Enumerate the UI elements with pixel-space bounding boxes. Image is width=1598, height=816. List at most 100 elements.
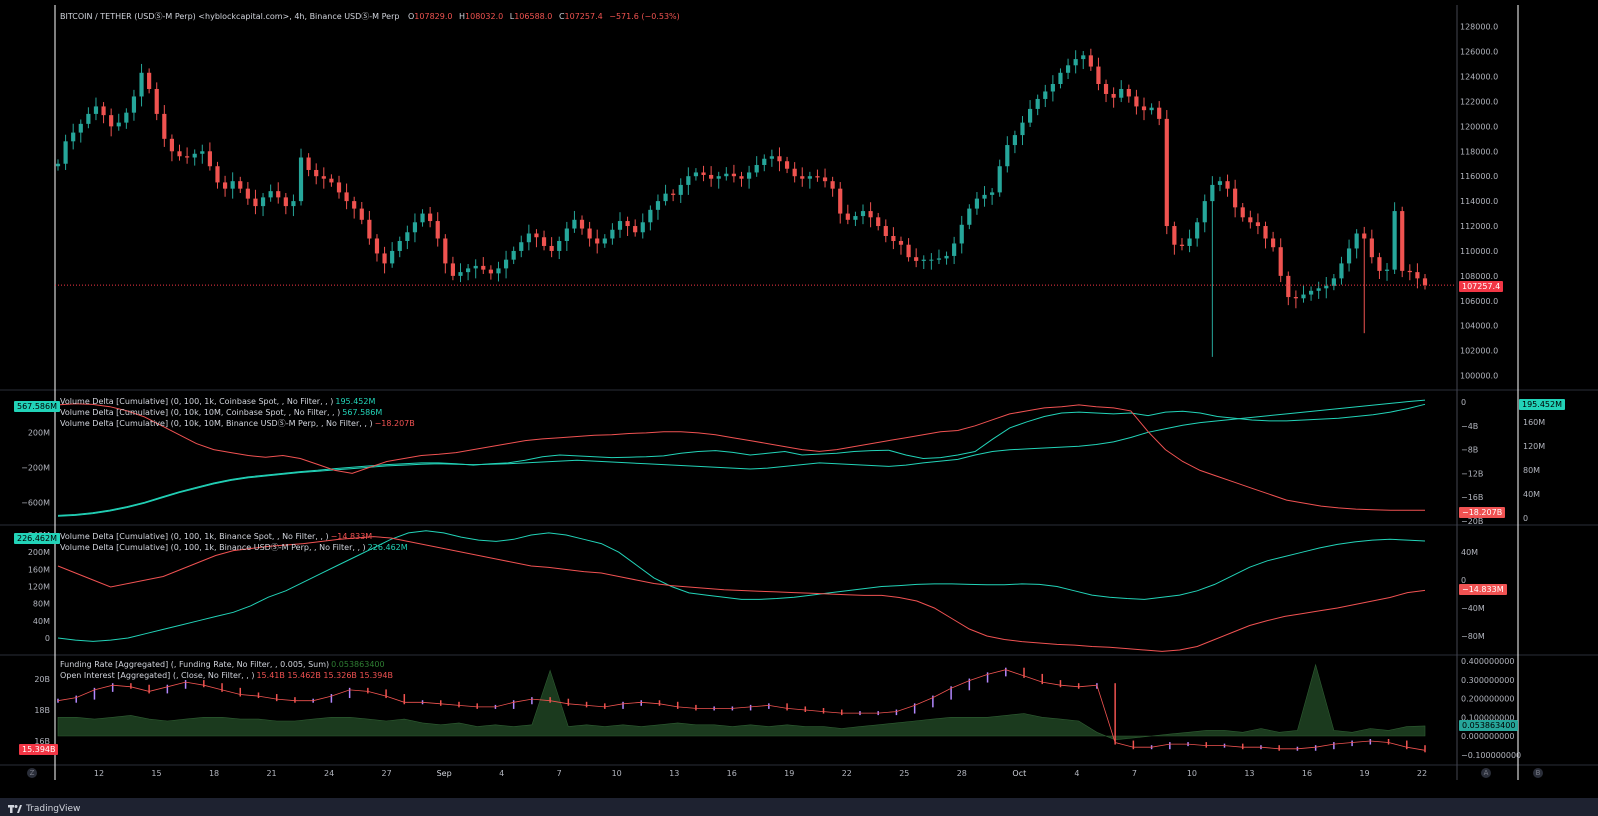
legend-text: Volume Delta [Cumulative] (0, 100, 1k, B… [60,532,329,541]
candle-body [1179,244,1185,246]
candle-body [982,194,987,199]
legend-text: Funding Rate [Aggregated] (, Funding Rat… [60,660,330,669]
legend-row[interactable]: Open Interest [Aggregated] (, Close, No … [60,670,393,681]
candle-body [648,209,653,223]
auto-scale-button[interactable]: A [1481,768,1491,778]
candle-body [822,177,828,182]
candle-body [192,153,197,158]
candle-body [222,182,228,189]
candle-body [1286,275,1291,298]
candle-body [382,253,387,264]
legend-text: Open Interest [Aggregated] (, Close, No … [60,671,255,680]
legend-row[interactable]: Volume Delta [Cumulative] (0, 10k, 10M, … [60,407,415,418]
pane3-right-tick: −40M [1461,604,1485,613]
x-tick-label: 16 [1302,769,1312,778]
x-tick-label: 24 [324,769,334,778]
pane4-left-tick: 16B [34,737,50,746]
pane4-legend[interactable]: Funding Rate [Aggregated] (, Funding Rat… [60,659,393,681]
candle-body [488,269,493,274]
candle-body [1422,278,1428,286]
chart-area[interactable]: 12 15 18 21 24 27 Sep 4 7 10 13 16 19 22 25 28 Oct 4 7 10 13… [0,0,1598,798]
candle-body [359,208,364,220]
candle-body [1377,257,1382,271]
candle-body [1035,98,1040,109]
candle-body [1119,88,1124,98]
candle-body [990,192,995,195]
legend-row[interactable]: Volume Delta [Cumulative] (0, 100, 1k, B… [60,542,408,553]
x-tick-label: 12 [94,769,104,778]
candle-body [1316,288,1321,291]
x-tick-label: 19 [784,769,794,778]
x-tick-label: 10 [612,769,622,778]
candle-body [78,123,83,133]
pane3-legend[interactable]: Volume Delta [Cumulative] (0, 100, 1k, B… [60,531,408,553]
zoom-button[interactable]: Z [27,768,37,778]
x-tick-label: 22 [1417,769,1427,778]
pane2-right-tick: −8B [1461,446,1478,455]
legend-row[interactable]: Volume Delta [Cumulative] (0, 100, 1k, B… [60,531,408,542]
tradingview-logo[interactable]: TradingView [8,804,80,814]
candle-body [253,198,258,207]
legend-row[interactable]: Volume Delta [Cumulative] (0, 100, 1k, C… [60,396,415,407]
candle-body [215,166,220,183]
candle-body [800,176,805,179]
candle-body [815,176,820,178]
ohlc-open: 107829.0 [414,12,453,21]
pane2-right-tick: −16B [1461,493,1483,502]
candle-body [792,168,797,177]
pane3-left-tick: 200M [28,548,50,557]
candle-body [716,176,721,179]
candle-body [640,222,645,233]
chart-svg[interactable]: 12 15 18 21 24 27 Sep 4 7 10 13 16 19 22 25 28 Oct 4 7 10 13… [0,0,1598,798]
candle-body [807,176,812,179]
candle-body [1293,297,1298,299]
legend-value: 567.586M [342,408,383,417]
candle-body [169,138,175,152]
y-tick-label: 104000.0 [1460,322,1498,331]
candle-body [595,238,600,244]
candle-body [747,172,752,179]
candle-body [777,156,782,162]
candle-body [390,250,395,264]
candle-body [260,197,266,207]
pane2-right-tick: −20B [1461,517,1483,526]
candle-body [1065,65,1071,73]
open-interest-line [57,669,1426,751]
candle-body [936,258,942,260]
pane2-right-tick: −12B [1461,469,1483,478]
candle-body [784,161,790,169]
candle-body [997,166,1002,193]
candle-body [367,219,372,239]
y-tick-label: 102000.0 [1460,347,1498,356]
candle-body [481,265,486,270]
candle-body [898,240,904,245]
candle-body [845,213,850,220]
pane3-left-tick: 40M [33,617,50,626]
pane3-right-badge: −14.833M [1459,584,1507,595]
x-tick-label: 13 [1244,769,1254,778]
legend-row[interactable]: Volume Delta [Cumulative] (0, 10k, 10M, … [60,418,415,429]
candle-body [245,188,250,199]
y-tick-label: 128000.0 [1460,23,1498,32]
candle-body [291,201,296,207]
legend-row[interactable]: Funding Rate [Aggregated] (, Funding Rat… [60,659,393,670]
symbol-legend[interactable]: BITCOIN / TETHER (USDⓈ-M Perp) <hyblockc… [60,11,680,22]
candle-body [1164,118,1169,227]
pane2-outer-tick: 0 [1523,514,1528,523]
x-tick-label: 27 [382,769,392,778]
candle-body [1248,217,1253,223]
y-tick-label: 100000.0 [1460,372,1498,381]
candle-body [1346,248,1352,264]
x-tick-label: 21 [266,769,276,778]
candle-body [1255,222,1261,227]
pane2-legend[interactable]: Volume Delta [Cumulative] (0, 100, 1k, C… [60,396,415,429]
y-tick-label: 110000.0 [1460,247,1498,256]
candle-body [1407,270,1412,273]
candle-body [458,272,463,276]
scale-b-button[interactable]: B [1533,768,1543,778]
pane4-right-tick: 0.200000000 [1461,695,1514,704]
candle-body [101,106,106,116]
candle-body [1210,184,1215,202]
candle-body [526,233,531,243]
legend-value: 0.053863400 [331,660,385,669]
